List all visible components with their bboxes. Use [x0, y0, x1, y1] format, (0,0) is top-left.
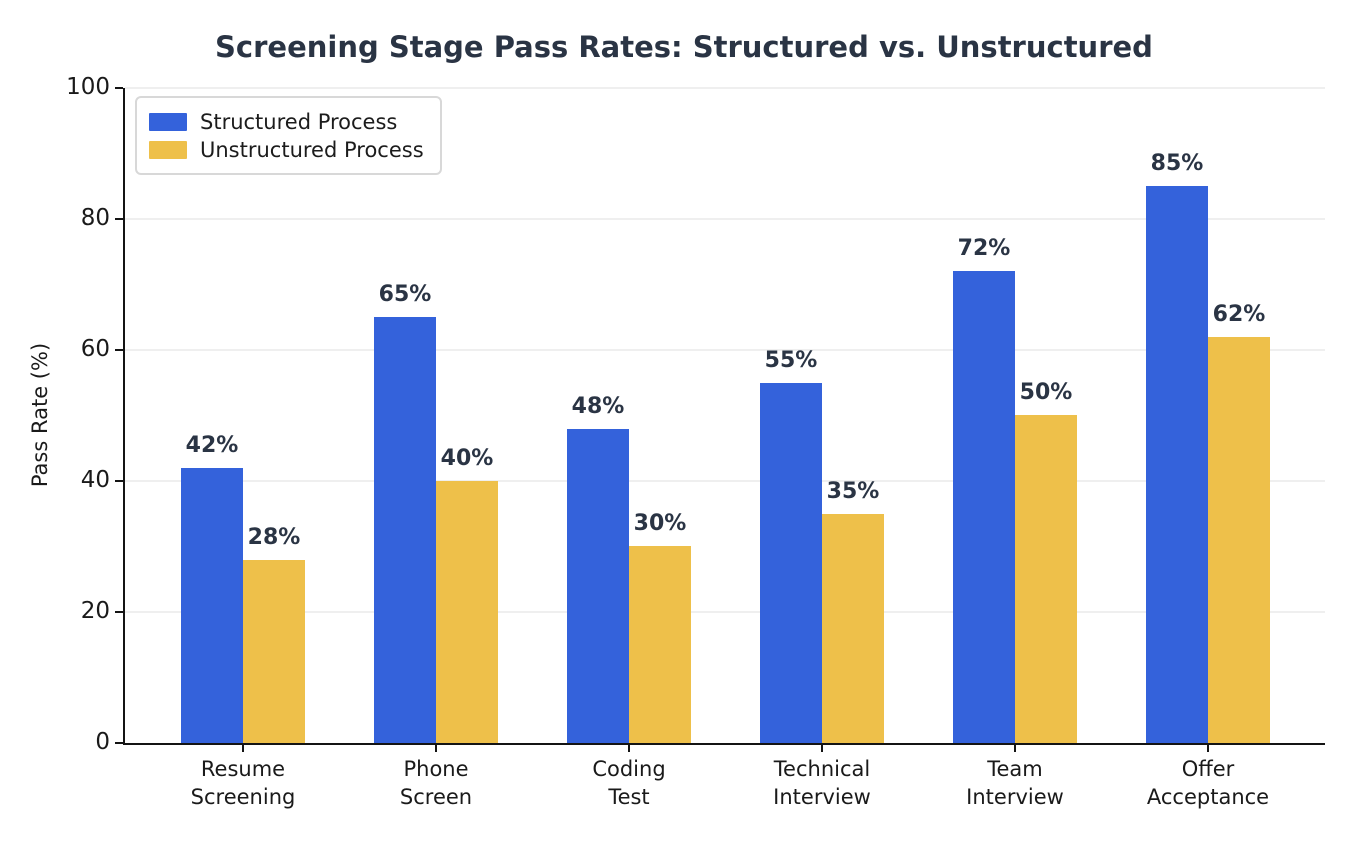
x-tick-mark [628, 745, 630, 752]
y-tick-label: 100 [66, 74, 110, 100]
x-tick-mark [435, 745, 437, 752]
bar-value-label: 65% [378, 282, 432, 307]
x-tick-mark [1014, 745, 1016, 752]
bar-value-label: 30% [633, 511, 687, 536]
bar-value-label: 48% [571, 394, 625, 419]
bar-value-label: 28% [247, 525, 301, 550]
x-tick-label: Technical Interview [773, 757, 871, 809]
bar-unstructured [1208, 337, 1270, 743]
plot-area: 42% 65% 48% 55% 72% 85% 28% 40% 30% 35% 50% 62% [123, 87, 1325, 745]
y-tick-label: 20 [80, 598, 110, 624]
gridline [125, 611, 1325, 613]
bar-value-label: 42% [185, 433, 239, 458]
gridline [125, 87, 1325, 89]
x-tick-label: Coding Test [592, 757, 666, 809]
legend: Structured Process Unstructured Process [135, 96, 442, 175]
x-tick-mark [242, 745, 244, 752]
gridline [125, 480, 1325, 482]
y-tick-label: 80 [80, 205, 110, 231]
bar-value-label: 72% [957, 236, 1011, 261]
chart-title: Screening Stage Pass Rates: Structured v… [215, 30, 1153, 64]
bar-unstructured [1015, 415, 1077, 743]
legend-item: Unstructured Process [149, 137, 424, 162]
bar-structured [953, 271, 1015, 743]
y-tick-label: 40 [80, 467, 110, 493]
bar-value-label: 50% [1019, 380, 1073, 405]
y-tick-label: 60 [80, 336, 110, 362]
x-tick-label: Team Interview [966, 757, 1064, 809]
y-tick-mark [115, 742, 123, 744]
legend-label: Unstructured Process [200, 137, 424, 162]
bar-structured [1146, 186, 1208, 743]
bar-value-label: 55% [764, 348, 818, 373]
legend-swatch [149, 140, 187, 159]
gridline [125, 218, 1325, 220]
y-axis-label: Pass Rate (%) [28, 342, 52, 488]
bar-structured [760, 383, 822, 743]
bar-structured [181, 468, 243, 743]
x-tick-mark [1207, 745, 1209, 752]
y-tick-mark [115, 218, 123, 220]
x-axis-line [123, 743, 1325, 745]
legend-item: Structured Process [149, 109, 424, 134]
x-tick-label: Resume Screening [190, 757, 296, 809]
y-tick-mark [115, 349, 123, 351]
bar-value-label: 62% [1212, 302, 1266, 327]
bar-structured [567, 429, 629, 743]
legend-label: Structured Process [200, 109, 398, 134]
bar-value-label: 40% [440, 446, 494, 471]
bar-structured [374, 317, 436, 743]
x-tick-label: Offer Acceptance [1146, 757, 1270, 809]
bar-value-label: 85% [1150, 151, 1204, 176]
legend-swatch [149, 112, 187, 131]
x-tick-label: Phone Screen [399, 757, 473, 809]
x-tick-mark [821, 745, 823, 752]
bar-unstructured [629, 546, 691, 743]
y-tick-mark [115, 611, 123, 613]
bar-unstructured [822, 514, 884, 743]
bar-value-label: 35% [826, 479, 880, 504]
gridline [125, 349, 1325, 351]
y-tick-label: 0 [95, 729, 110, 755]
bar-unstructured [243, 560, 305, 743]
legend-items: Structured Process Unstructured Process [149, 109, 424, 162]
y-tick-mark [115, 480, 123, 482]
y-axis-line [123, 88, 125, 743]
y-tick-mark [115, 87, 123, 89]
bar-unstructured [436, 481, 498, 743]
